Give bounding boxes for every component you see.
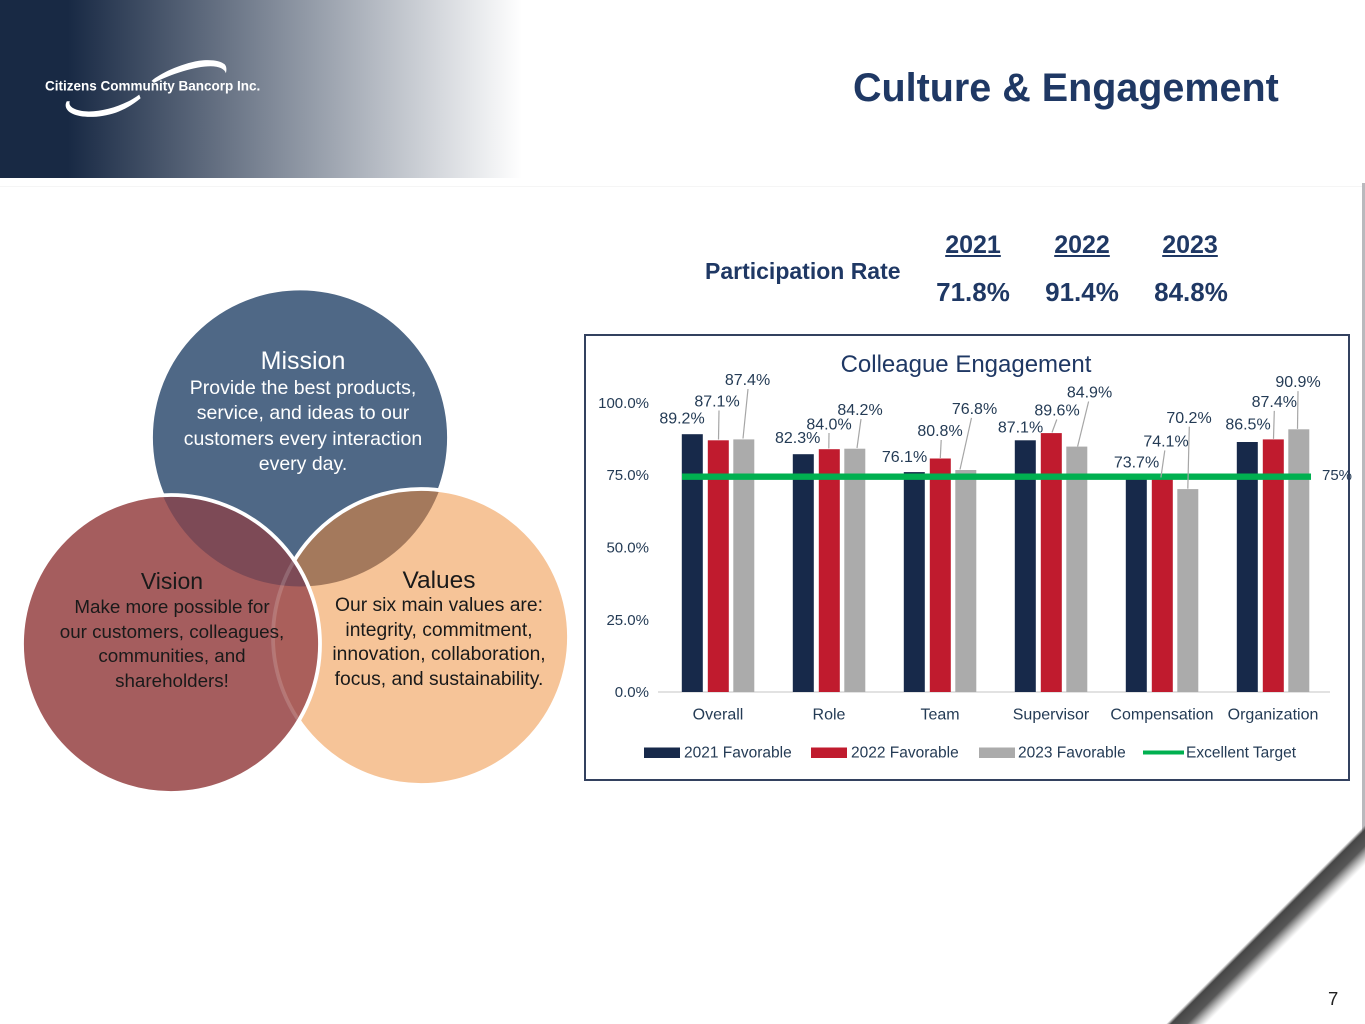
svg-text:76.8%: 76.8% — [952, 401, 997, 418]
svg-text:89.2%: 89.2% — [659, 411, 704, 428]
svg-text:25.0%: 25.0% — [606, 612, 649, 629]
svg-text:84.0%: 84.0% — [806, 416, 851, 433]
svg-text:2023 Favorable: 2023 Favorable — [1018, 745, 1126, 762]
svg-text:87.1%: 87.1% — [998, 420, 1043, 437]
svg-text:76.1%: 76.1% — [882, 449, 927, 466]
svg-text:84.2%: 84.2% — [837, 402, 882, 419]
svg-text:Excellent Target: Excellent Target — [1186, 745, 1297, 762]
svg-text:86.5%: 86.5% — [1225, 416, 1270, 433]
svg-text:70.2%: 70.2% — [1166, 410, 1211, 427]
svg-text:2021 Favorable: 2021 Favorable — [684, 745, 792, 762]
svg-text:Organization: Organization — [1228, 707, 1319, 724]
svg-text:Role: Role — [813, 707, 846, 724]
svg-text:74.1%: 74.1% — [1143, 434, 1188, 451]
svg-text:84.9%: 84.9% — [1067, 384, 1112, 401]
svg-text:80.8%: 80.8% — [917, 423, 962, 440]
svg-text:Compensation: Compensation — [1110, 707, 1213, 724]
svg-text:2022 Favorable: 2022 Favorable — [851, 745, 959, 762]
svg-text:Supervisor: Supervisor — [1013, 707, 1090, 724]
svg-text:50.0%: 50.0% — [606, 540, 649, 557]
svg-text:Team: Team — [920, 707, 959, 724]
svg-text:Overall: Overall — [693, 707, 744, 724]
svg-text:87.4%: 87.4% — [1252, 394, 1297, 411]
svg-text:82.3%: 82.3% — [775, 430, 820, 447]
svg-text:87.1%: 87.1% — [694, 394, 739, 411]
svg-text:73.7%: 73.7% — [1114, 455, 1159, 472]
svg-text:75.0%: 75.0% — [606, 467, 649, 484]
svg-text:100.0%: 100.0% — [598, 395, 649, 412]
svg-text:89.6%: 89.6% — [1034, 403, 1079, 420]
svg-text:0.0%: 0.0% — [615, 684, 649, 701]
svg-text:90.9%: 90.9% — [1275, 374, 1320, 391]
svg-text:Citizens Community Bancorp Inc: Citizens Community Bancorp Inc. — [45, 79, 260, 94]
svg-text:Colleague Engagement: Colleague Engagement — [841, 351, 1092, 378]
svg-text:87.4%: 87.4% — [725, 372, 770, 389]
